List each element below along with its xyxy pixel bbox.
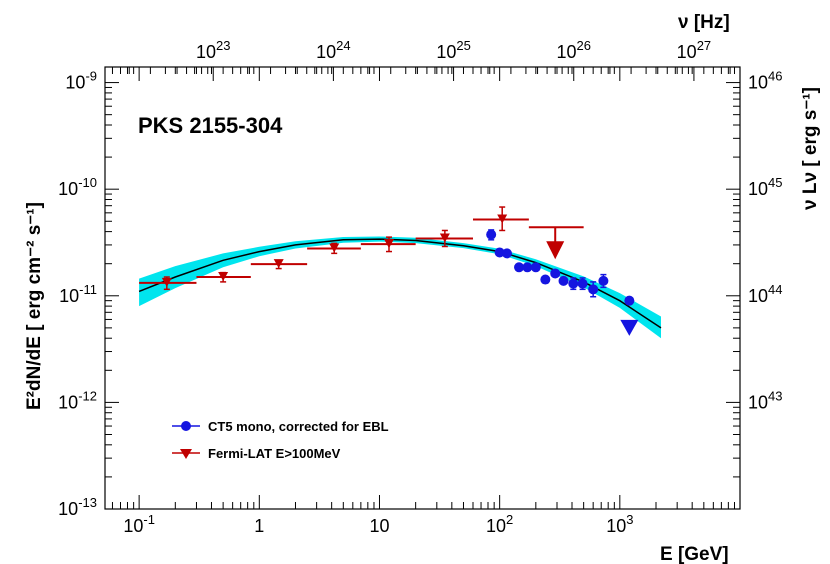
ct5-point <box>550 268 561 279</box>
top-tick-label: 1027 <box>677 38 712 62</box>
y-tick-label: 10-13 <box>58 495 97 519</box>
ct5-point <box>577 278 588 289</box>
x-tick-label: 10-1 <box>123 512 155 536</box>
fermi-point <box>497 214 508 224</box>
x-tick-label: 10 <box>369 516 389 536</box>
x-tick-label: 1 <box>254 516 264 536</box>
model-uncertainty-band <box>139 236 662 339</box>
fermi-point <box>439 233 450 243</box>
ct5-point <box>522 262 533 273</box>
ct5-point <box>624 295 635 306</box>
x-tick-label: 103 <box>606 512 633 536</box>
y-tick-label: 10-10 <box>58 175 97 199</box>
y-tick-label: 10-9 <box>65 69 97 93</box>
fermi-point <box>383 239 394 249</box>
top-tick-label: 1024 <box>316 38 351 62</box>
legend-ct5-marker <box>181 421 191 431</box>
right-tick-label: 1045 <box>748 175 783 199</box>
ct5-point <box>494 247 505 258</box>
legend-fermi-label: Fermi-LAT E>100MeV <box>208 446 341 461</box>
top-tick-label: 1026 <box>556 38 591 62</box>
right-tick-label: 1046 <box>748 69 783 93</box>
right-tick-label: 1044 <box>748 282 783 306</box>
legend: CT5 mono, corrected for EBL Fermi-LAT E>… <box>172 419 389 461</box>
top-tick-label: 1023 <box>196 38 231 62</box>
legend-fermi-marker <box>180 449 192 459</box>
ct5-point <box>514 262 525 273</box>
ct5-point <box>501 248 512 259</box>
right-tick-label: 1043 <box>748 388 783 412</box>
ct5-upper-limit-arrow <box>620 319 639 336</box>
y-tick-label: 10-12 <box>58 388 97 412</box>
y-axis-title: E²dN/dE [ erg cm⁻² s⁻¹] <box>24 202 45 410</box>
fermi-point <box>273 259 284 269</box>
ct5-point <box>588 284 599 295</box>
top-tick-label: 1025 <box>436 38 471 62</box>
fermi-point <box>329 243 340 253</box>
data-layer <box>139 206 639 336</box>
model-band-layer <box>139 236 662 339</box>
plot-frame <box>104 66 741 510</box>
chart-title: PKS 2155-304 <box>138 113 283 138</box>
x-tick-label: 102 <box>486 512 513 536</box>
ct5-point <box>598 275 609 286</box>
y-tick-label: 10-11 <box>59 282 97 306</box>
x-axis-title: E [GeV] <box>660 544 729 564</box>
fermi-point <box>161 277 172 287</box>
top-axis-title: ν [Hz] <box>678 12 730 33</box>
fermi-point <box>218 272 229 282</box>
ct5-point <box>558 275 569 286</box>
ct5-point <box>568 278 579 289</box>
legend-ct5-label: CT5 mono, corrected for EBL <box>208 419 389 434</box>
ct5-point <box>486 229 497 240</box>
fermi-upper-limit-arrow <box>546 241 565 260</box>
right-axis-title: ν Lν [ erg s⁻¹] <box>800 87 821 210</box>
ct5-point <box>530 262 541 273</box>
ct5-point <box>540 274 551 285</box>
